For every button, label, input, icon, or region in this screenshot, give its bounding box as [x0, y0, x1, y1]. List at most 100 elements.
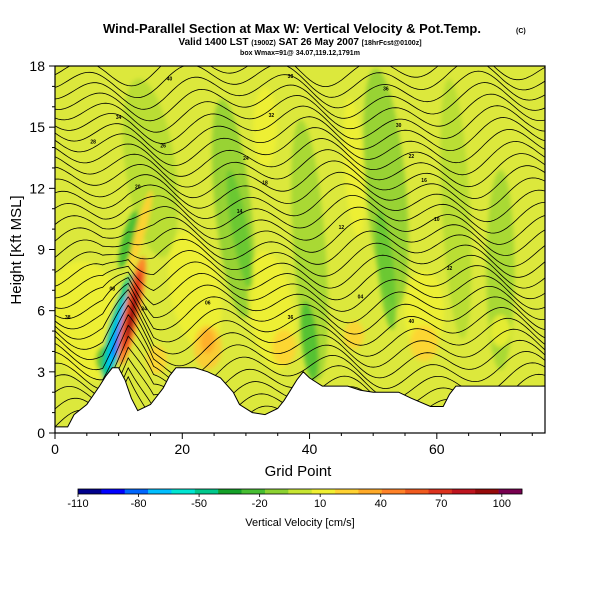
colorbar-swatch	[335, 489, 359, 494]
colorbar-swatch	[451, 489, 476, 494]
contour-label: 38	[288, 74, 294, 80]
isentrope-line	[55, 250, 545, 289]
isentrope-line	[55, 105, 545, 144]
isentrope-line	[55, 227, 545, 267]
velocity-cell	[200, 329, 215, 354]
velocity-cell	[291, 119, 328, 380]
contour-label: 40	[409, 319, 415, 325]
isentrope-line	[55, 66, 545, 99]
contour-label: 36	[288, 315, 294, 321]
contour-label: 06	[205, 301, 211, 307]
y-tick-label: 9	[37, 242, 45, 258]
contour-label: 32	[269, 113, 275, 119]
colorbar-swatch	[498, 489, 523, 494]
velocity-cell	[168, 231, 222, 350]
contour-label: 36	[383, 86, 389, 92]
contour-label: 12	[339, 225, 345, 231]
terrain-mask	[55, 367, 545, 433]
contour-label: 04	[358, 294, 364, 300]
valid-time: Valid 1400 LST (1900Z) SAT 26 May 2007 […	[178, 37, 421, 48]
colorbar-label: Vertical Velocity [cm/s]	[245, 517, 354, 529]
x-tick-label: 60	[429, 441, 445, 457]
contour-label: 28	[90, 139, 96, 145]
contour-label: 08	[109, 286, 115, 292]
colorbar-swatch	[358, 489, 383, 494]
velocity-cell	[342, 98, 366, 238]
colorbar-swatch	[78, 489, 102, 494]
isentrope-line	[55, 82, 545, 122]
contour-label: 18	[262, 180, 268, 186]
colorbar-swatch	[381, 489, 406, 494]
colorbar-tick-label: 100	[493, 498, 511, 510]
isentrope-line	[55, 271, 545, 312]
colorbar-tick-label: -110	[67, 498, 88, 510]
isentrope-line	[55, 277, 545, 324]
title-copyright-mark: (C)	[516, 28, 526, 35]
velocity-cell	[272, 329, 297, 366]
isentrope-line	[55, 138, 545, 177]
colorbar-swatch	[241, 489, 266, 494]
isentrope-line	[55, 206, 545, 245]
colorbar-swatch	[288, 489, 312, 494]
contour-label: 10	[434, 217, 440, 223]
isentrope-line	[55, 261, 545, 301]
x-tick-label: 0	[51, 441, 59, 457]
plot-area: 40 38 36 34 32 30 28 26 24 22 20 18 16 14 12 10 08 06 04 40…	[55, 66, 545, 433]
velocity-cell	[410, 325, 439, 362]
colorbar-swatch	[101, 489, 126, 494]
isentrope-line	[55, 149, 545, 188]
colorbar-swatch	[264, 489, 289, 494]
isentrope-line	[55, 93, 545, 133]
colorbar-swatch	[171, 489, 196, 494]
isentrope-line	[55, 171, 545, 211]
colorbar-tick-label: -20	[252, 498, 268, 510]
velocity-cell	[300, 301, 319, 382]
contour-label: 20	[135, 184, 141, 190]
y-tick-label: 18	[29, 58, 45, 74]
colorbar-swatch	[124, 489, 149, 494]
contour-label: 24	[243, 156, 249, 162]
isentrope-line	[55, 314, 545, 379]
colorbar-swatch	[218, 489, 242, 494]
velocity-core	[129, 190, 153, 268]
y-tick-label: 0	[37, 425, 45, 441]
isentrope-line	[55, 282, 545, 335]
isentrope-line	[55, 183, 545, 223]
colorbar-swatch	[405, 489, 429, 494]
velocity-cell	[490, 315, 511, 348]
colorbar-tick-label: 40	[375, 498, 387, 510]
isentrope-line	[55, 70, 545, 110]
colorbar-swatch	[148, 489, 172, 494]
isentrope-line	[55, 116, 545, 156]
colorbar-swatch	[475, 489, 499, 494]
x-tick-label: 40	[302, 441, 318, 457]
contour-label: 30	[396, 123, 402, 129]
contour-label: 26	[160, 144, 166, 150]
contour-label: 16	[421, 178, 427, 184]
contour-label: 34	[141, 307, 147, 313]
isentrope-line	[55, 66, 545, 88]
y-tick-label: 12	[29, 180, 45, 196]
isentrope-line	[55, 195, 545, 234]
contour-labels: 40 38 36 34 32 30 28 26 24 22 20 18 16 14 12 10 08 06 04 40…	[65, 74, 453, 325]
velocity-cell	[253, 87, 277, 168]
isentrope-line	[55, 238, 545, 278]
contour-label: 14	[237, 209, 243, 215]
colorbar-swatch	[311, 489, 336, 494]
contour-label: 22	[409, 154, 415, 160]
y-axis-label: Height [Kft MSL]	[8, 195, 25, 304]
chart-title: Wind-Parallel Section at Max W: Vertical…	[103, 21, 481, 36]
colorbar-tick-label: 70	[435, 498, 447, 510]
y-tick-label: 3	[37, 364, 45, 380]
velocity-cell	[363, 68, 409, 308]
x-axis-label: Grid Point	[265, 463, 333, 480]
contour-label: 34	[116, 115, 122, 121]
isentrope-line	[55, 324, 545, 390]
contour-label: 38	[65, 315, 71, 321]
velocity-cell	[146, 345, 167, 374]
velocity-cell	[375, 210, 397, 330]
isentrope-line	[55, 296, 545, 357]
y-axis: 0 3 6 9 12 15 18	[29, 58, 55, 441]
contour-label: 32	[447, 266, 453, 272]
